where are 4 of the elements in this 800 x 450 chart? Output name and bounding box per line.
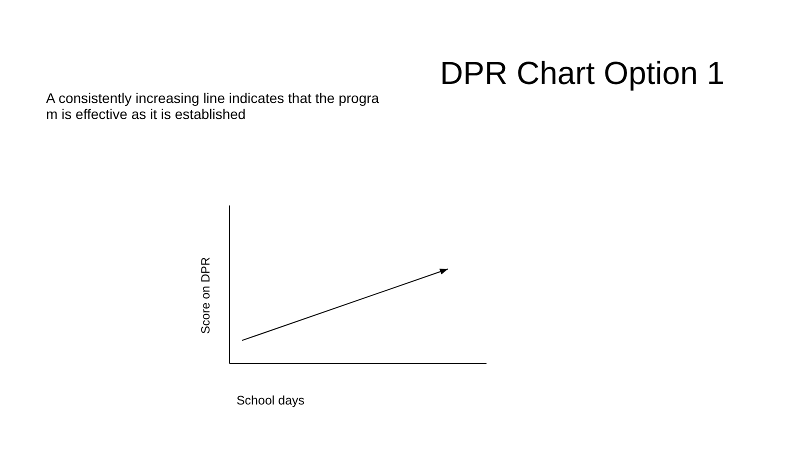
chart-subtitle: A consistently increasing line indicates that the progra m is effective as it is established — [46, 90, 380, 122]
text: DPR Chart Option 1 — [440, 55, 725, 91]
x-axis-title: School days — [236, 394, 305, 408]
y-axis-title: Score on DPR — [198, 256, 212, 334]
